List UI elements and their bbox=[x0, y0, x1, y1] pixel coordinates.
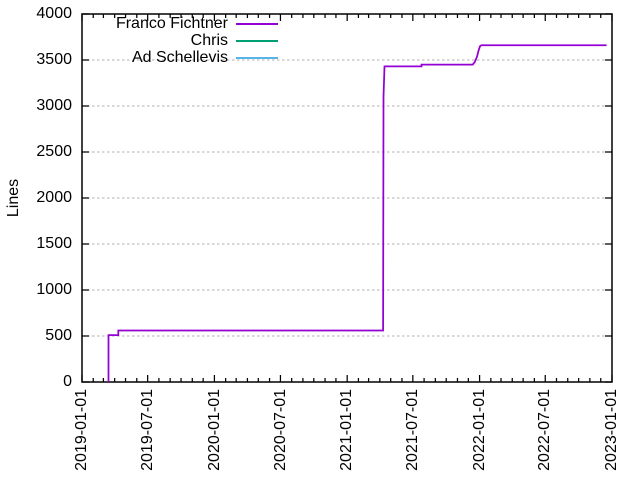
legend-entry-franco-fichtner: Franco Fichtner bbox=[85, 15, 278, 32]
legend-entry-chris: Chris bbox=[85, 32, 278, 49]
y-tick-label: 2000 bbox=[36, 189, 72, 206]
x-tick-label: 2021-07-01 bbox=[403, 389, 421, 471]
grid-lines bbox=[82, 59, 612, 337]
y-tick-label: 3000 bbox=[36, 97, 72, 114]
x-tick-label: 2023-01-01 bbox=[603, 389, 620, 471]
y-tick-label: 2500 bbox=[36, 143, 72, 160]
legend-label: Chris bbox=[190, 31, 228, 49]
y-tick-label: 0 bbox=[63, 373, 72, 390]
legend-line-sample bbox=[236, 56, 278, 59]
plot-border bbox=[81, 13, 613, 383]
data-series-lines bbox=[107, 44, 607, 382]
legend-label: Franco Fichtner bbox=[115, 14, 228, 32]
x-tick-label: 2019-01-01 bbox=[73, 389, 90, 471]
x-tick-label: 2022-07-01 bbox=[536, 389, 554, 471]
y-tick-label: 4000 bbox=[36, 5, 72, 22]
legend: Franco Fichtner Chris Ad Schellevis bbox=[85, 15, 278, 66]
x-tick-label: 2020-07-01 bbox=[271, 389, 289, 471]
y-tick-label: 500 bbox=[45, 327, 72, 344]
legend-line-sample bbox=[236, 39, 278, 42]
x-tick-label: 2022-01-01 bbox=[470, 389, 488, 471]
legend-entry-ad-schellevis: Ad Schellevis bbox=[85, 49, 278, 66]
legend-line-sample bbox=[236, 22, 278, 25]
x-tick-label: 2021-01-01 bbox=[338, 389, 356, 471]
y-tick-label: 1000 bbox=[36, 281, 72, 298]
y-tick-label: 1500 bbox=[36, 235, 72, 252]
x-tick-label: 2020-01-01 bbox=[205, 389, 223, 471]
y-tick-label: 3500 bbox=[36, 51, 72, 68]
legend-label: Ad Schellevis bbox=[131, 48, 228, 66]
x-tick-label: 2019-07-01 bbox=[138, 389, 156, 471]
